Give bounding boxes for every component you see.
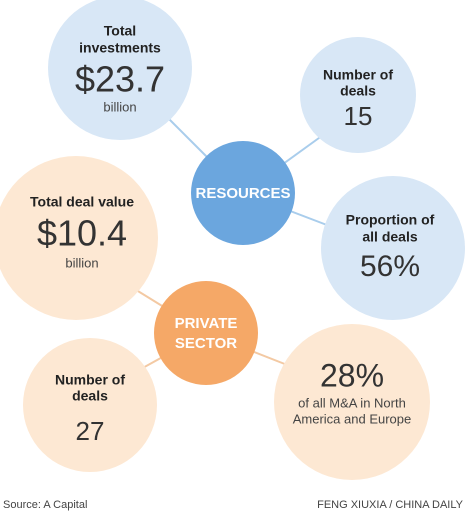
hub-circle (154, 281, 258, 385)
node-label: Number of (323, 67, 393, 83)
node-value: 15 (344, 101, 373, 131)
node-note: America and Europe (293, 411, 412, 426)
node-value: 27 (76, 416, 105, 446)
source: Source: A Capital (3, 499, 87, 511)
node-circle (23, 338, 157, 472)
node-value: $10.4 (37, 213, 127, 254)
node-label: Number of (55, 372, 125, 388)
node-label: all deals (362, 229, 417, 245)
hub-label: SECTOR (175, 335, 237, 352)
hub-circle (191, 141, 295, 245)
credit: FENG XIUXIA / CHINA DAILY (317, 499, 464, 511)
node-unit: billion (65, 255, 98, 270)
node-label: Total deal value (30, 194, 134, 210)
node-circle (321, 176, 465, 320)
node-label: deals (340, 83, 376, 99)
node-circle (0, 156, 158, 320)
node-value: 28% (320, 357, 384, 393)
node-value: 56% (360, 250, 420, 283)
node-label: investments (79, 40, 161, 56)
node-note: of all M&A in North (298, 395, 406, 410)
node-label: Total (104, 23, 136, 39)
node-circle (48, 0, 192, 140)
hub-label: PRIVATE (175, 315, 238, 332)
node-label: Proportion of (346, 212, 435, 228)
node-unit: billion (103, 99, 136, 114)
node-value: $23.7 (75, 59, 165, 100)
node-circle (300, 37, 416, 153)
node-circle (274, 324, 430, 480)
hub-label: RESOURCES (195, 185, 290, 202)
node-label: deals (72, 388, 108, 404)
